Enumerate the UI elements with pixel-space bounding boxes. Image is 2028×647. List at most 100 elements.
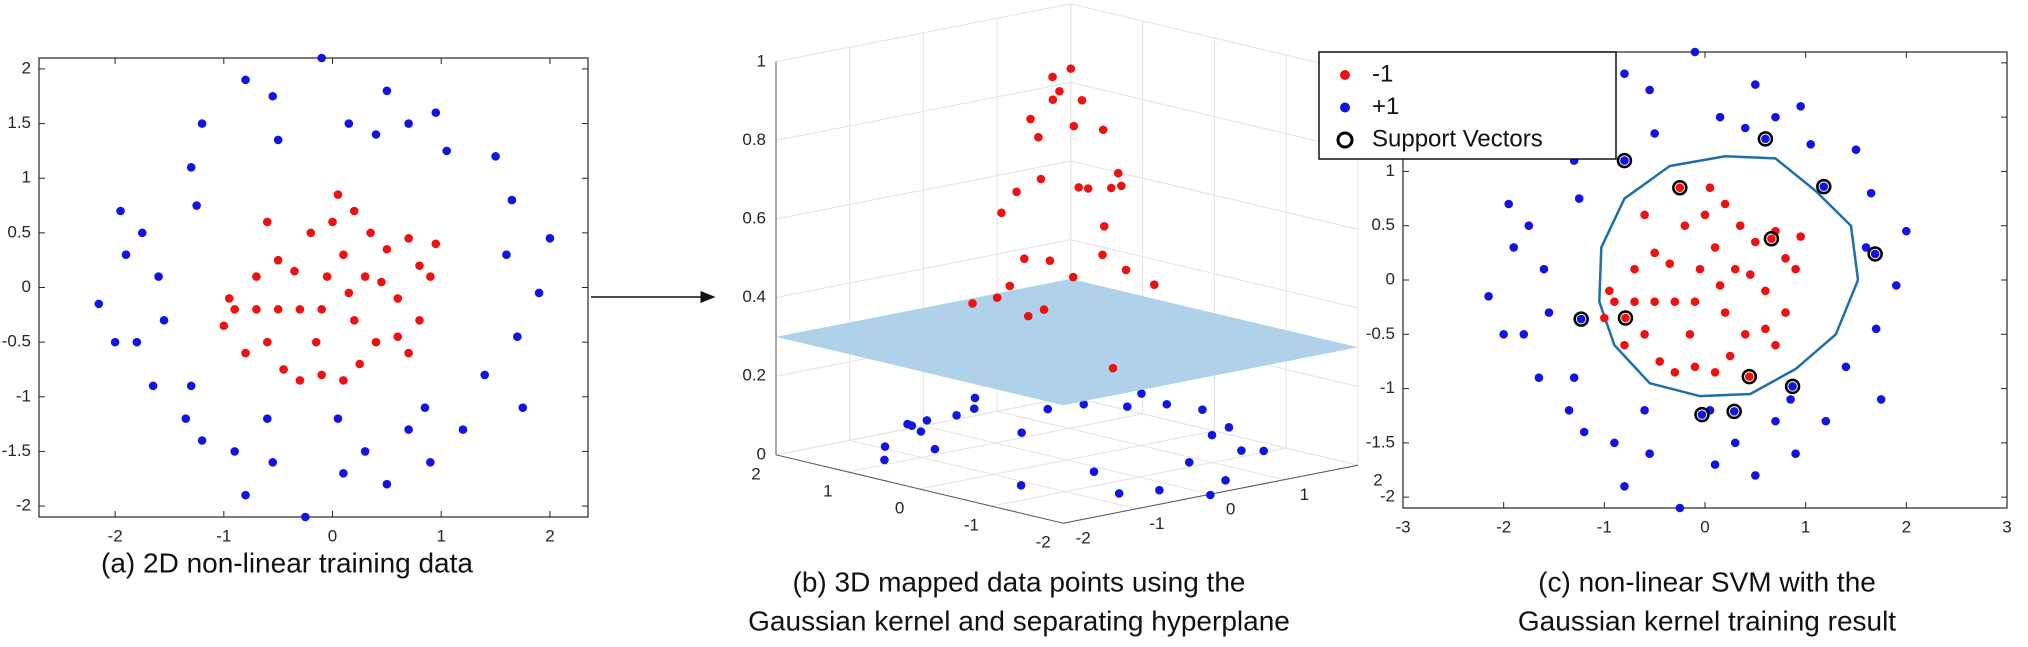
point xyxy=(1068,272,1078,282)
support-vector xyxy=(1573,311,1589,327)
y-tick-label: -1.5 xyxy=(2,441,31,460)
x-tick-label: -3 xyxy=(1395,517,1410,536)
point xyxy=(1039,305,1049,314)
point xyxy=(1690,297,1700,307)
grid-line xyxy=(775,160,1071,220)
point xyxy=(1851,145,1861,155)
point xyxy=(1650,129,1659,138)
point xyxy=(1564,405,1574,415)
point xyxy=(1155,485,1164,495)
point xyxy=(311,337,321,347)
point xyxy=(360,447,370,456)
point xyxy=(333,190,343,199)
point xyxy=(1791,264,1800,274)
legend-label: +1 xyxy=(1372,93,1399,120)
x-tick-label: 2 xyxy=(1902,517,1911,536)
point xyxy=(349,206,359,216)
x-tick-label: 0 xyxy=(895,498,904,517)
point xyxy=(1670,297,1680,307)
x-tick-label: 2 xyxy=(545,526,554,545)
point xyxy=(132,337,142,347)
support-vector xyxy=(1784,378,1801,395)
point xyxy=(1841,362,1851,372)
point xyxy=(1066,64,1076,73)
point xyxy=(1720,308,1730,317)
x-tick-label: 0 xyxy=(328,526,337,545)
point xyxy=(110,337,120,347)
point xyxy=(1861,243,1871,252)
point xyxy=(197,119,207,128)
point xyxy=(339,250,348,260)
support-vector xyxy=(1694,406,1710,423)
x-tick-label: 1 xyxy=(1801,517,1810,536)
legend: -1 +1 Support Vectors xyxy=(1318,51,1617,160)
y-tick-label: -1.5 xyxy=(1366,432,1395,451)
point xyxy=(1121,265,1131,275)
support-vector xyxy=(1726,403,1742,420)
grid-line xyxy=(775,396,1071,456)
point xyxy=(1819,182,1829,191)
point xyxy=(344,119,354,128)
point xyxy=(273,255,283,265)
point xyxy=(121,250,131,260)
x-tick-label: -1 xyxy=(216,526,231,545)
point xyxy=(349,315,359,325)
point xyxy=(1821,416,1831,426)
point xyxy=(930,444,940,454)
point xyxy=(1902,226,1911,236)
point xyxy=(880,455,889,465)
point xyxy=(1630,264,1639,274)
point xyxy=(192,201,201,210)
grid-line xyxy=(1070,3,1359,73)
point xyxy=(1576,314,1586,324)
point xyxy=(1184,458,1194,467)
point xyxy=(1077,95,1087,105)
point xyxy=(1891,281,1901,290)
y-tick-label: -2 xyxy=(1380,487,1395,506)
point xyxy=(252,305,261,314)
point xyxy=(1796,101,1805,111)
y-tick-label: -1 xyxy=(1149,514,1164,533)
hyperplane xyxy=(776,278,1358,406)
point xyxy=(1034,132,1043,142)
point xyxy=(1069,121,1079,131)
point xyxy=(393,332,403,341)
point xyxy=(1005,281,1015,291)
point xyxy=(916,427,926,436)
z-tick-label: 0 xyxy=(757,444,766,463)
point xyxy=(1045,256,1055,266)
point xyxy=(1640,210,1649,220)
caption: (b) 3D mapped data points using the xyxy=(793,566,1246,597)
point xyxy=(295,305,305,314)
point xyxy=(1620,481,1629,491)
point xyxy=(1207,430,1217,440)
legend-marker xyxy=(1340,102,1350,113)
point xyxy=(355,359,365,369)
point xyxy=(1036,174,1046,184)
point xyxy=(306,228,316,238)
point xyxy=(1237,446,1246,455)
point xyxy=(262,337,272,347)
point xyxy=(1645,449,1654,459)
y-tick-label: 0 xyxy=(22,277,31,296)
point xyxy=(186,162,196,172)
z-tick-label: 0.4 xyxy=(742,287,766,306)
point xyxy=(322,272,332,281)
point xyxy=(241,490,250,500)
point xyxy=(1697,410,1707,419)
point xyxy=(268,91,278,101)
support-vector xyxy=(1672,179,1688,196)
point xyxy=(513,332,522,341)
point xyxy=(1113,168,1123,178)
point xyxy=(1099,222,1109,231)
point xyxy=(1761,134,1770,144)
point xyxy=(1650,248,1659,258)
point xyxy=(116,206,125,216)
caption: (c) non-linear SVM with the xyxy=(1538,566,1876,597)
point xyxy=(1700,210,1710,220)
point xyxy=(1730,264,1740,274)
point xyxy=(1791,449,1800,459)
point xyxy=(1630,297,1639,307)
point xyxy=(1620,340,1629,350)
point xyxy=(328,217,337,227)
